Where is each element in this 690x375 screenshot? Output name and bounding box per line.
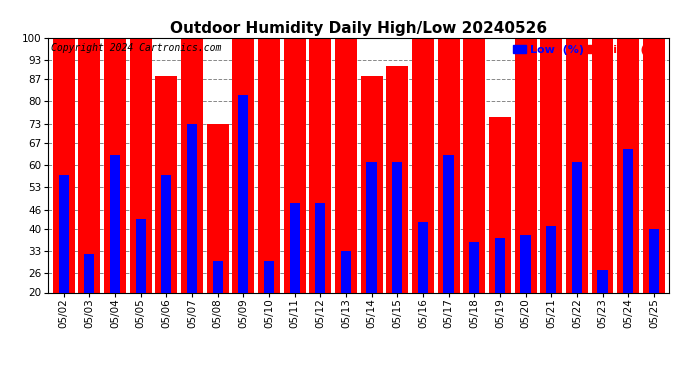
Bar <box>520 235 531 292</box>
Bar <box>386 66 408 292</box>
Bar <box>79 38 100 292</box>
Bar <box>495 238 505 292</box>
Bar <box>233 38 254 292</box>
Bar <box>469 242 480 292</box>
Bar <box>566 38 588 292</box>
Bar <box>213 261 223 292</box>
Bar <box>181 38 203 292</box>
Bar <box>649 229 659 292</box>
Bar <box>464 38 485 292</box>
Bar <box>309 38 331 292</box>
Bar <box>207 124 228 292</box>
Bar <box>437 38 460 292</box>
Bar <box>284 38 306 292</box>
Legend: Low  (%), High  (%): Low (%), High (%) <box>511 43 664 57</box>
Bar <box>59 175 69 292</box>
Bar <box>489 117 511 292</box>
Bar <box>110 155 120 292</box>
Bar <box>618 38 639 292</box>
Bar <box>155 76 177 292</box>
Bar <box>264 261 274 292</box>
Bar <box>53 38 75 292</box>
Text: Copyright 2024 Cartronics.com: Copyright 2024 Cartronics.com <box>51 43 221 52</box>
Bar <box>623 149 633 292</box>
Bar <box>392 162 402 292</box>
Bar <box>238 95 248 292</box>
Bar <box>546 226 556 292</box>
Bar <box>187 124 197 292</box>
Bar <box>130 38 152 292</box>
Bar <box>161 175 172 292</box>
Bar <box>84 254 95 292</box>
Bar <box>444 155 454 292</box>
Bar <box>104 38 126 292</box>
Bar <box>341 251 351 292</box>
Bar <box>315 203 326 292</box>
Bar <box>135 219 146 292</box>
Bar <box>515 38 537 292</box>
Bar <box>366 162 377 292</box>
Bar <box>572 162 582 292</box>
Title: Outdoor Humidity Daily High/Low 20240526: Outdoor Humidity Daily High/Low 20240526 <box>170 21 547 36</box>
Bar <box>361 76 382 292</box>
Bar <box>591 38 613 292</box>
Bar <box>412 38 434 292</box>
Bar <box>418 222 428 292</box>
Bar <box>258 38 280 292</box>
Bar <box>540 38 562 292</box>
Bar <box>335 38 357 292</box>
Bar <box>643 38 664 292</box>
Bar <box>290 203 299 292</box>
Bar <box>598 270 608 292</box>
